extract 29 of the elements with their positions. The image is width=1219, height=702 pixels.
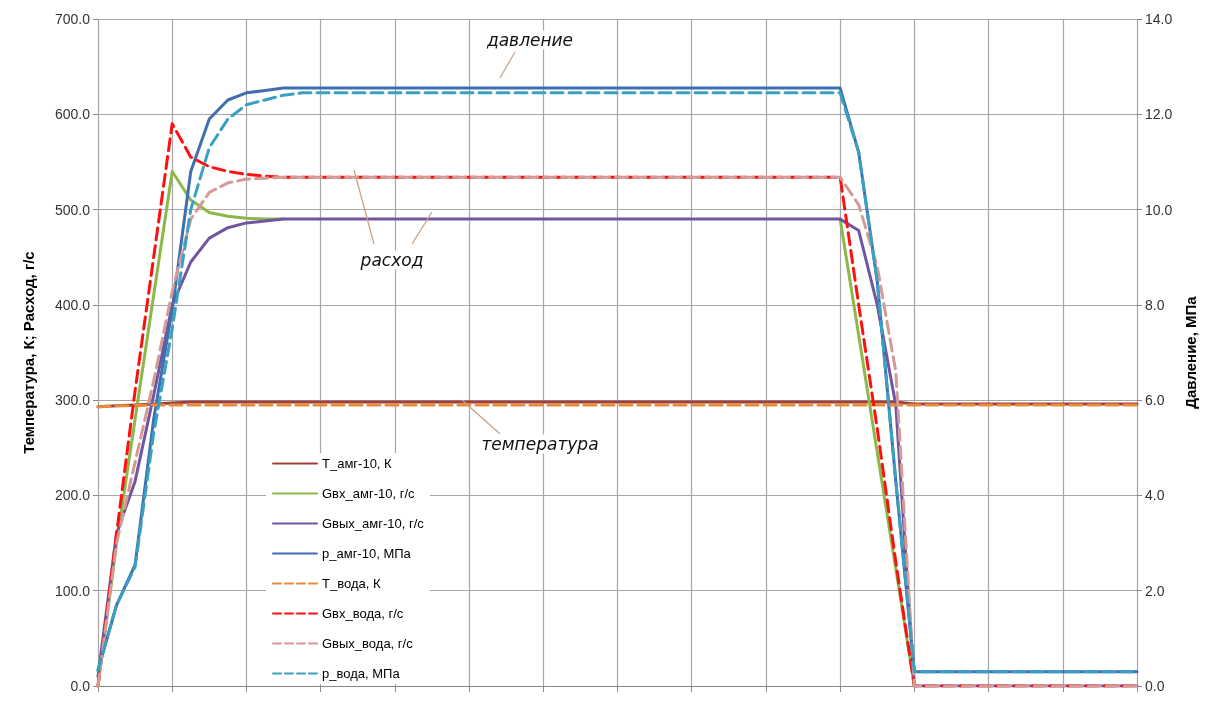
y2-tick-label: 0.0 <box>1145 678 1165 694</box>
y-tick-label: 200.0 <box>54 487 91 504</box>
legend-label: p_амг-10, МПа <box>322 546 412 561</box>
legend-label: Gвх_амг-10, г/с <box>322 486 416 501</box>
y-tick-label: 300.0 <box>54 392 91 409</box>
y2-tick-label: 10.0 <box>1145 201 1173 218</box>
y2-tick-label: 12.0 <box>1145 106 1173 123</box>
y-tick-label: 700.0 <box>54 11 91 27</box>
annotation: температура <box>481 434 599 454</box>
y2-axis-title: Давление, МПа <box>1182 295 1200 409</box>
y2-tick-label: 2.0 <box>1145 582 1165 599</box>
annotation: давление <box>485 30 574 50</box>
legend-label: Gвх_вода, г/с <box>322 606 404 621</box>
y-tick-label: 0.0 <box>70 678 91 694</box>
annotation: расход <box>359 250 424 270</box>
y-tick-label: 500.0 <box>54 201 91 218</box>
legend-label: T_амг-10, К <box>322 456 393 471</box>
y-tick-label: 600.0 <box>54 106 91 123</box>
y-tick-label: 100.0 <box>54 582 91 599</box>
y-tick-label: 400.0 <box>54 296 91 313</box>
y2-tick-label: 6.0 <box>1145 392 1165 409</box>
y2-tick-label: 14.0 <box>1145 11 1173 27</box>
y2-tick-label: 4.0 <box>1145 487 1165 504</box>
legend-label: T_вода, К <box>322 576 381 591</box>
legend-label: Gвых_вода, г/с <box>322 636 414 651</box>
legend-label: p_вода, МПа <box>322 666 401 681</box>
y-axis-title: Температура, К; Расход, г/с <box>20 251 37 454</box>
y2-tick-label: 8.0 <box>1145 296 1165 313</box>
legend-label: Gвых_амг-10, г/с <box>322 516 425 531</box>
